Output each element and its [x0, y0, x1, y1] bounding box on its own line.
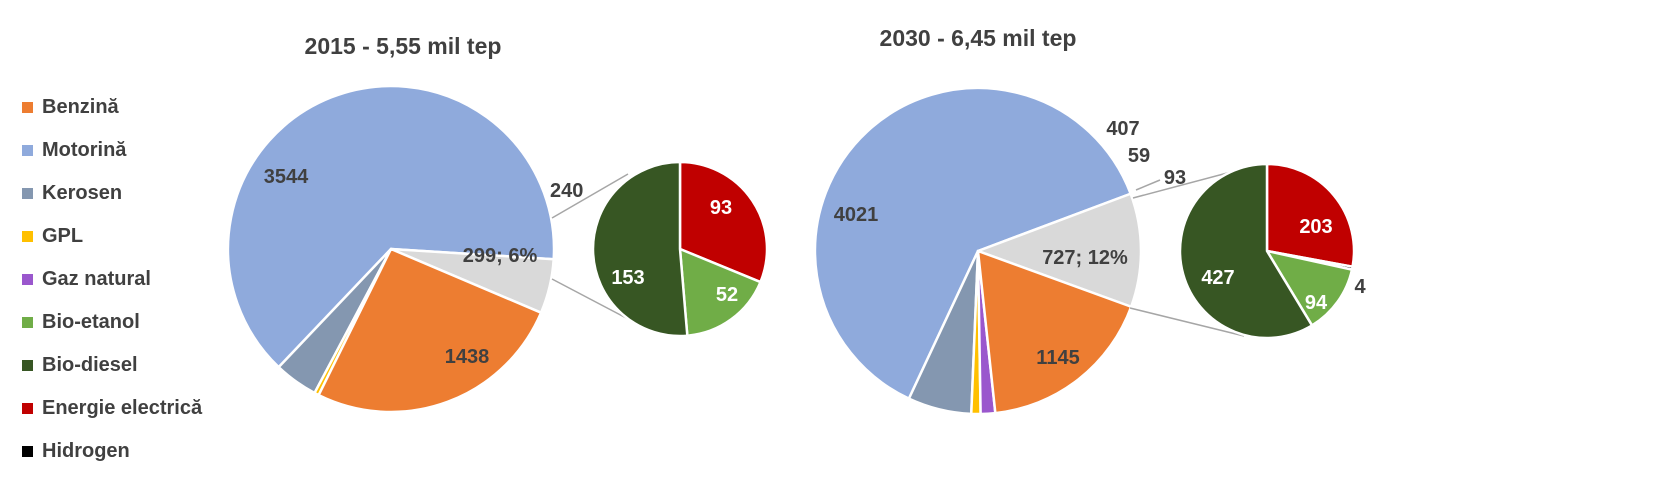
- data-label-energie-electrica: 203: [1299, 216, 1332, 238]
- chart-title: 2015 - 5,55 mil tep: [305, 33, 502, 59]
- legend-swatch: [22, 274, 33, 285]
- sub-slice-energie-electrica: [678, 160, 769, 284]
- leader-line: [1135, 179, 1161, 191]
- legend-label: Benzină: [42, 96, 119, 118]
- data-label-other: 727; 12%: [1042, 247, 1128, 269]
- main-pie: [813, 86, 1143, 416]
- legend-label: Gaz natural: [42, 268, 151, 290]
- sub-slice-bio-etanol: [1265, 249, 1354, 327]
- sub-slice-bio-etanol: [678, 247, 762, 337]
- legend-item-bio-diesel: Bio-diesel: [22, 344, 202, 387]
- legend-item-hidrogen: Hidrogen: [22, 430, 202, 473]
- legend-item-bio-etanol: Bio-etanol: [22, 301, 202, 344]
- legend-label: Kerosen: [42, 182, 123, 204]
- legend-item-gaz-natural: Gaz natural: [22, 258, 202, 301]
- sub-slice-bio-diesel: [591, 160, 689, 338]
- legend-label: Hidrogen: [42, 440, 130, 462]
- data-label-kerosen: 240: [550, 180, 583, 202]
- data-label-motorina: 4021: [834, 204, 879, 226]
- chart-title: 2030 - 6,45 mil tep: [880, 25, 1077, 51]
- sub-slice-bio-diesel: [1178, 162, 1314, 340]
- data-label-bio-etanol: 52: [716, 284, 738, 306]
- data-label-gaz-natural: 93: [1164, 167, 1186, 189]
- legend-item-kerosen: Kerosen: [22, 172, 202, 215]
- data-label-bio-diesel: 153: [611, 267, 644, 289]
- data-label-benzina: 1145: [1036, 347, 1079, 369]
- connector-line: [1129, 307, 1245, 337]
- main-slice-benzina: [317, 247, 543, 414]
- data-label-bio-etanol: 94: [1305, 292, 1328, 314]
- main-slice-motorina: [226, 84, 556, 369]
- main-pie: [226, 84, 556, 414]
- secondary-pie: [1178, 162, 1356, 340]
- data-label-other: 299; 6%: [463, 245, 538, 267]
- legend-swatch: [22, 188, 33, 199]
- legend-swatch: [22, 145, 33, 156]
- legend-label: Bio-diesel: [42, 354, 138, 376]
- legend-label: Motorină: [42, 139, 127, 161]
- legend-item-energie-electrica: Energie electrică: [22, 387, 202, 430]
- data-label-energie-electrica: 93: [710, 197, 732, 219]
- legend-swatch: [22, 403, 33, 414]
- main-slice-benzina: [976, 249, 1133, 415]
- data-label-hidrogen: 4: [1354, 276, 1366, 298]
- data-label-gpl: 59: [1128, 145, 1150, 167]
- legend: Benzină Motorină Kerosen GPL Gaz natural…: [22, 86, 202, 473]
- main-slice-other: [976, 192, 1143, 308]
- connector-line: [551, 278, 631, 321]
- legend-label: Bio-etanol: [42, 311, 140, 333]
- connector-line: [551, 173, 629, 219]
- legend-item-benzina: Benzină: [22, 86, 202, 129]
- legend-swatch: [22, 446, 33, 457]
- data-label-motorina: 3544: [264, 166, 309, 188]
- data-label-kerosen: 407: [1106, 118, 1139, 140]
- legend-label: GPL: [42, 225, 84, 247]
- main-slice-motorina: [813, 86, 1132, 400]
- legend-swatch: [22, 360, 33, 371]
- legend-item-motorina: Motorină: [22, 129, 202, 172]
- legend-swatch: [22, 317, 33, 328]
- secondary-pie: [591, 160, 769, 338]
- legend-swatch: [22, 102, 33, 113]
- pie-chart-1: 2015 - 5,55 mil tep 3544 240 299; 6% 1438 93 5…: [226, 33, 769, 414]
- legend-item-gpl: GPL: [22, 215, 202, 258]
- sub-slice-energie-electrica: [1265, 162, 1356, 268]
- pie-chart-2: 2030 - 6,45 mil tep 4021 407 59 93 727; 12% 11…: [813, 25, 1366, 416]
- legend-swatch: [22, 231, 33, 242]
- legend-label: Energie electrică: [42, 397, 203, 419]
- data-label-bio-diesel: 427: [1201, 267, 1234, 289]
- data-label-benzina: 1438: [445, 346, 490, 368]
